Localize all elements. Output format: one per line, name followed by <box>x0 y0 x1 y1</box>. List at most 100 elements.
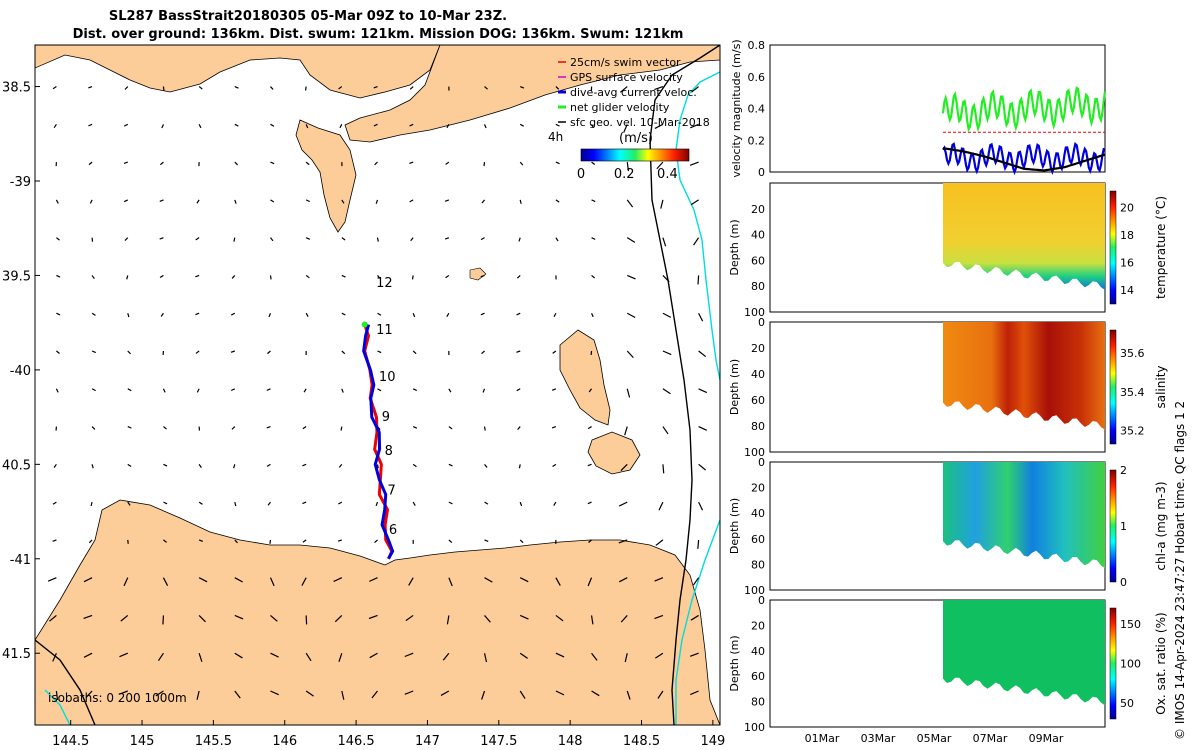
vector-arrow <box>369 652 378 659</box>
map-x-tick-label: 146.5 <box>337 734 374 749</box>
vector-arrow <box>305 199 311 203</box>
time-x-tick-label: 09Mar <box>1029 732 1064 745</box>
vector-arrow <box>626 350 634 359</box>
vector-arrow <box>303 388 307 393</box>
vector-arrow <box>163 426 167 430</box>
vector-arrow <box>340 426 343 431</box>
vector-arrow <box>305 86 307 91</box>
vector-arrow <box>481 350 485 355</box>
legend-entry-label: 25cm/s swim vector <box>570 56 681 69</box>
temperature-section-y-tick-label: 40 <box>751 229 765 242</box>
vector-arrow <box>91 275 95 280</box>
oxygen-section-colorbar-tick: 100 <box>1120 658 1141 671</box>
vector-arrow <box>161 124 164 129</box>
isobath-cyan-southeast <box>675 519 720 725</box>
vector-arrow <box>698 426 708 431</box>
vector-arrow <box>555 614 564 622</box>
map-y-tick-label: -41 <box>10 553 31 568</box>
vector-arrow <box>404 690 414 695</box>
vector-arrow <box>83 614 93 620</box>
vector-arrow <box>375 501 379 507</box>
vector-arrow <box>123 577 129 587</box>
vector-arrow <box>377 388 382 392</box>
track-dive-avg-current <box>362 324 395 560</box>
oxygen-section-y-tick-label: 20 <box>751 619 765 632</box>
vector-arrow <box>270 199 275 203</box>
oxygen-section-y-tick-label: 80 <box>751 696 765 709</box>
vector-arrow <box>690 614 699 621</box>
vector-arrow <box>626 312 636 319</box>
glider-track <box>361 321 395 560</box>
vector-arrow <box>52 539 57 542</box>
velocity-panel: 0 0.2 0.4 0.6 0.8 velocity magnitude (m/s) <box>730 39 1107 179</box>
vector-arrow <box>698 388 708 394</box>
velocity-series-line <box>942 147 1106 172</box>
vector-arrow <box>305 274 310 279</box>
isobath-cyan-east <box>675 71 720 381</box>
vector-arrow <box>448 426 453 430</box>
salinity-section-y-tick-label: 40 <box>751 368 765 381</box>
vector-arrow <box>654 577 664 582</box>
vector-arrow <box>305 124 309 129</box>
vector-arrow <box>519 577 529 583</box>
map-y-tick-label: 38.5 <box>2 81 31 96</box>
vector-arrow <box>157 652 164 662</box>
vector-arrow <box>159 274 164 279</box>
chlorophyll-section-panel: 0 20 40 60 80 100 Depth (m) 0 1 2 chl-a (mg m-3) <box>728 456 1168 597</box>
vector-arrow <box>234 161 239 166</box>
vector-arrow <box>553 312 557 318</box>
vector-arrow <box>230 350 235 353</box>
qc-footer-note: © IMOS 14-Apr-2024 23:47:27 Hobart time.… <box>1173 401 1187 740</box>
salinity-section-colorbar-label: salinity <box>1154 365 1168 408</box>
vector-arrow <box>377 275 381 279</box>
vector-arrow <box>83 652 93 658</box>
vector-arrow <box>552 350 557 354</box>
colorbar-tick-label: 0.4 <box>657 167 678 182</box>
vector-arrow <box>334 615 343 623</box>
vector-arrow <box>697 275 700 285</box>
vector-arrow <box>160 312 164 317</box>
vector-arrow <box>198 501 203 505</box>
vector-arrow <box>619 86 628 93</box>
geostrophic-vector-field <box>47 85 708 701</box>
vector-arrow <box>662 275 670 283</box>
oxygen-section-section-fill <box>943 600 1105 706</box>
temperature-section-colorbar-tick: 14 <box>1120 284 1134 297</box>
vector-arrow <box>53 123 57 128</box>
map-x-tick-label: 149 <box>700 734 725 749</box>
vector-arrow <box>127 463 132 467</box>
vector-arrow <box>56 350 60 354</box>
vector-arrow <box>655 652 664 659</box>
vector-arrow <box>338 86 343 90</box>
oxygen-section-y-tick-label: 0 <box>758 594 765 607</box>
vector-arrow <box>90 501 93 507</box>
colorbar-prefix: 4h <box>548 130 563 144</box>
vector-arrow <box>690 199 699 206</box>
vector-arrow <box>483 124 487 129</box>
vector-arrow <box>555 690 565 696</box>
vector-arrow <box>480 274 485 278</box>
land-flinders-island <box>559 329 611 426</box>
day-label: 12 <box>376 276 393 291</box>
vector-arrow <box>88 123 93 127</box>
vector-arrow <box>230 312 236 316</box>
vector-arrow <box>409 161 414 165</box>
vector-arrow <box>198 86 203 90</box>
vector-arrow <box>234 539 238 544</box>
vector-arrow <box>654 123 664 129</box>
chlorophyll-section-colorbar-label: chl-a (mg m-3) <box>1154 481 1168 570</box>
vector-arrow <box>483 162 486 167</box>
vector-arrow <box>519 199 522 204</box>
vector-arrow <box>444 237 450 240</box>
day-label: 7 <box>387 484 395 499</box>
track-latest-position <box>361 321 368 328</box>
vector-arrow <box>446 124 450 129</box>
vector-arrow <box>627 274 636 280</box>
oxygen-section-y-tick-label: 60 <box>751 670 765 683</box>
oxygen-section-panel: 0 20 40 60 80 100 Depth (m) 50 100 150 Ox. sat. ra… <box>728 594 1168 745</box>
vector-arrow <box>626 388 631 398</box>
salinity-section-colorbar-tick: 35.4 <box>1120 386 1145 399</box>
map-frame <box>34 44 721 726</box>
land-small-island <box>469 267 487 281</box>
